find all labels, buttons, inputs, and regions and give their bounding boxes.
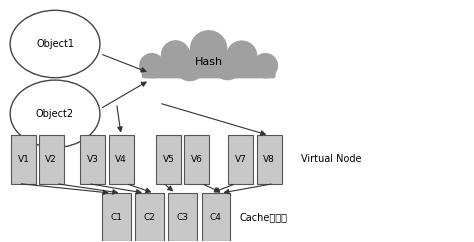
Text: Virtual Node: Virtual Node	[301, 154, 361, 165]
FancyBboxPatch shape	[80, 136, 105, 184]
Text: V6: V6	[191, 155, 203, 164]
Text: V8: V8	[263, 155, 275, 164]
FancyBboxPatch shape	[102, 193, 131, 241]
FancyBboxPatch shape	[109, 136, 134, 184]
Text: Hash: Hash	[195, 57, 223, 67]
Text: C2: C2	[144, 213, 155, 222]
FancyBboxPatch shape	[228, 136, 253, 184]
Text: V7: V7	[235, 155, 247, 164]
FancyBboxPatch shape	[201, 193, 230, 241]
Text: C4: C4	[210, 213, 222, 222]
Ellipse shape	[175, 51, 205, 81]
Text: Object2: Object2	[36, 109, 74, 119]
Text: Cache服务器: Cache服务器	[239, 212, 287, 222]
FancyBboxPatch shape	[143, 58, 275, 78]
Text: Object1: Object1	[36, 39, 74, 49]
FancyBboxPatch shape	[39, 136, 64, 184]
Text: V2: V2	[46, 155, 57, 164]
Ellipse shape	[162, 41, 190, 69]
FancyBboxPatch shape	[11, 136, 36, 184]
Ellipse shape	[227, 41, 257, 71]
FancyBboxPatch shape	[136, 193, 164, 241]
Text: C1: C1	[110, 213, 122, 222]
Ellipse shape	[214, 52, 242, 80]
Ellipse shape	[191, 31, 227, 67]
Text: V5: V5	[163, 155, 174, 164]
Ellipse shape	[253, 54, 277, 78]
Text: V4: V4	[115, 155, 127, 164]
FancyBboxPatch shape	[256, 136, 282, 184]
Text: C3: C3	[177, 213, 189, 222]
Text: V1: V1	[18, 155, 29, 164]
Ellipse shape	[140, 54, 164, 78]
Text: V3: V3	[87, 155, 99, 164]
FancyBboxPatch shape	[184, 136, 210, 184]
FancyBboxPatch shape	[156, 136, 181, 184]
FancyBboxPatch shape	[168, 193, 197, 241]
